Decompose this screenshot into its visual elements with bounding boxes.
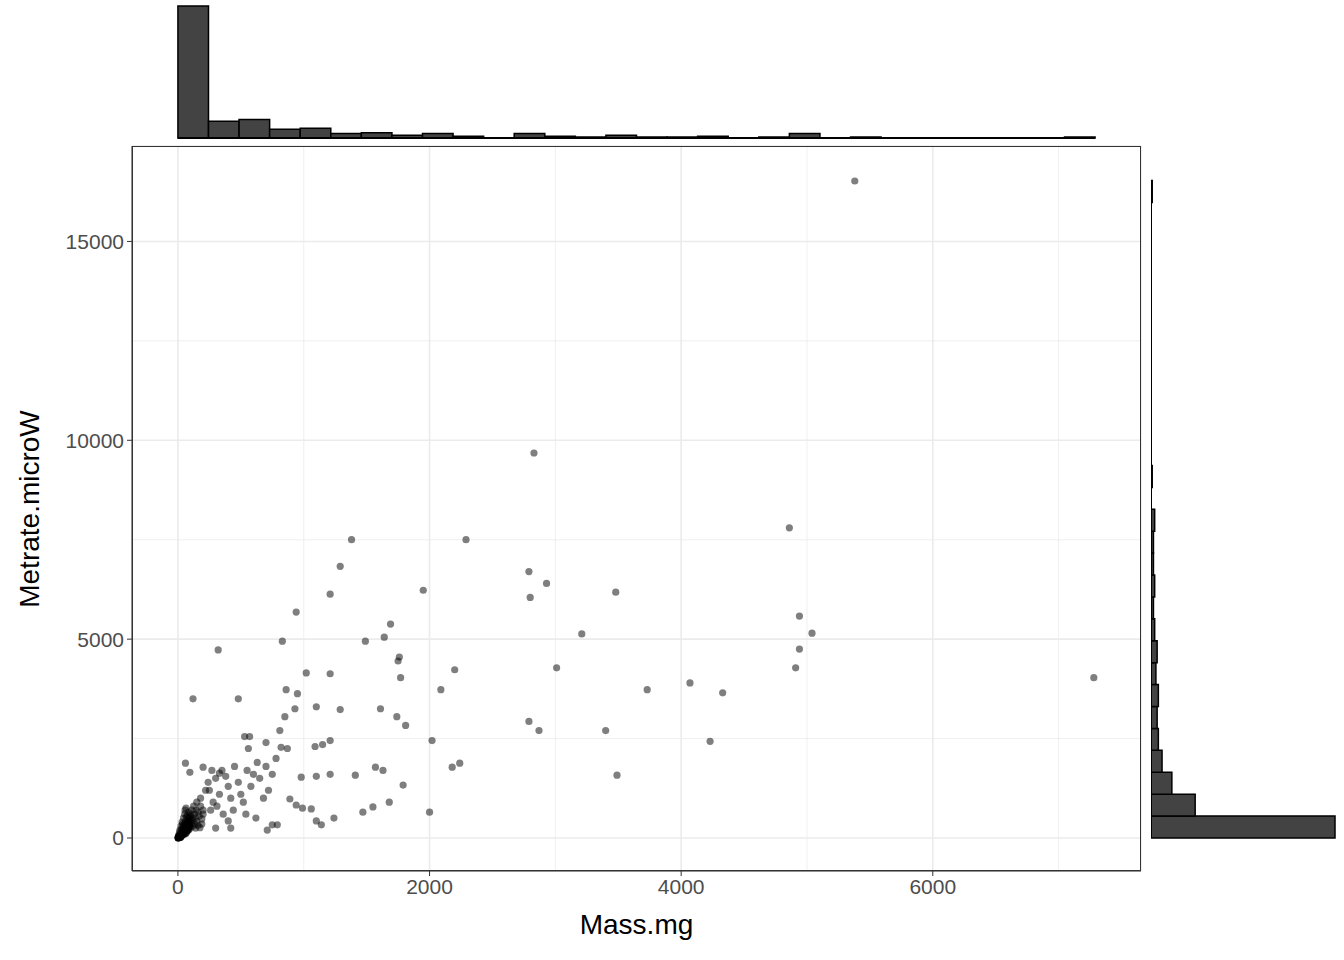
svg-text:10000: 10000 (66, 429, 124, 452)
svg-text:4000: 4000 (658, 875, 705, 898)
html-text:Metrate.microW: Metrate.microW (14, 409, 45, 608)
svg-text:6000: 6000 (909, 875, 956, 898)
svg-text:5000: 5000 (77, 628, 124, 651)
svg-text:0: 0 (172, 875, 184, 898)
svg-text:15000: 15000 (66, 230, 124, 253)
svg-text:0: 0 (112, 826, 124, 849)
svg-text:2000: 2000 (406, 875, 453, 898)
html-text:Mass.mg: Mass.mg (579, 909, 694, 940)
